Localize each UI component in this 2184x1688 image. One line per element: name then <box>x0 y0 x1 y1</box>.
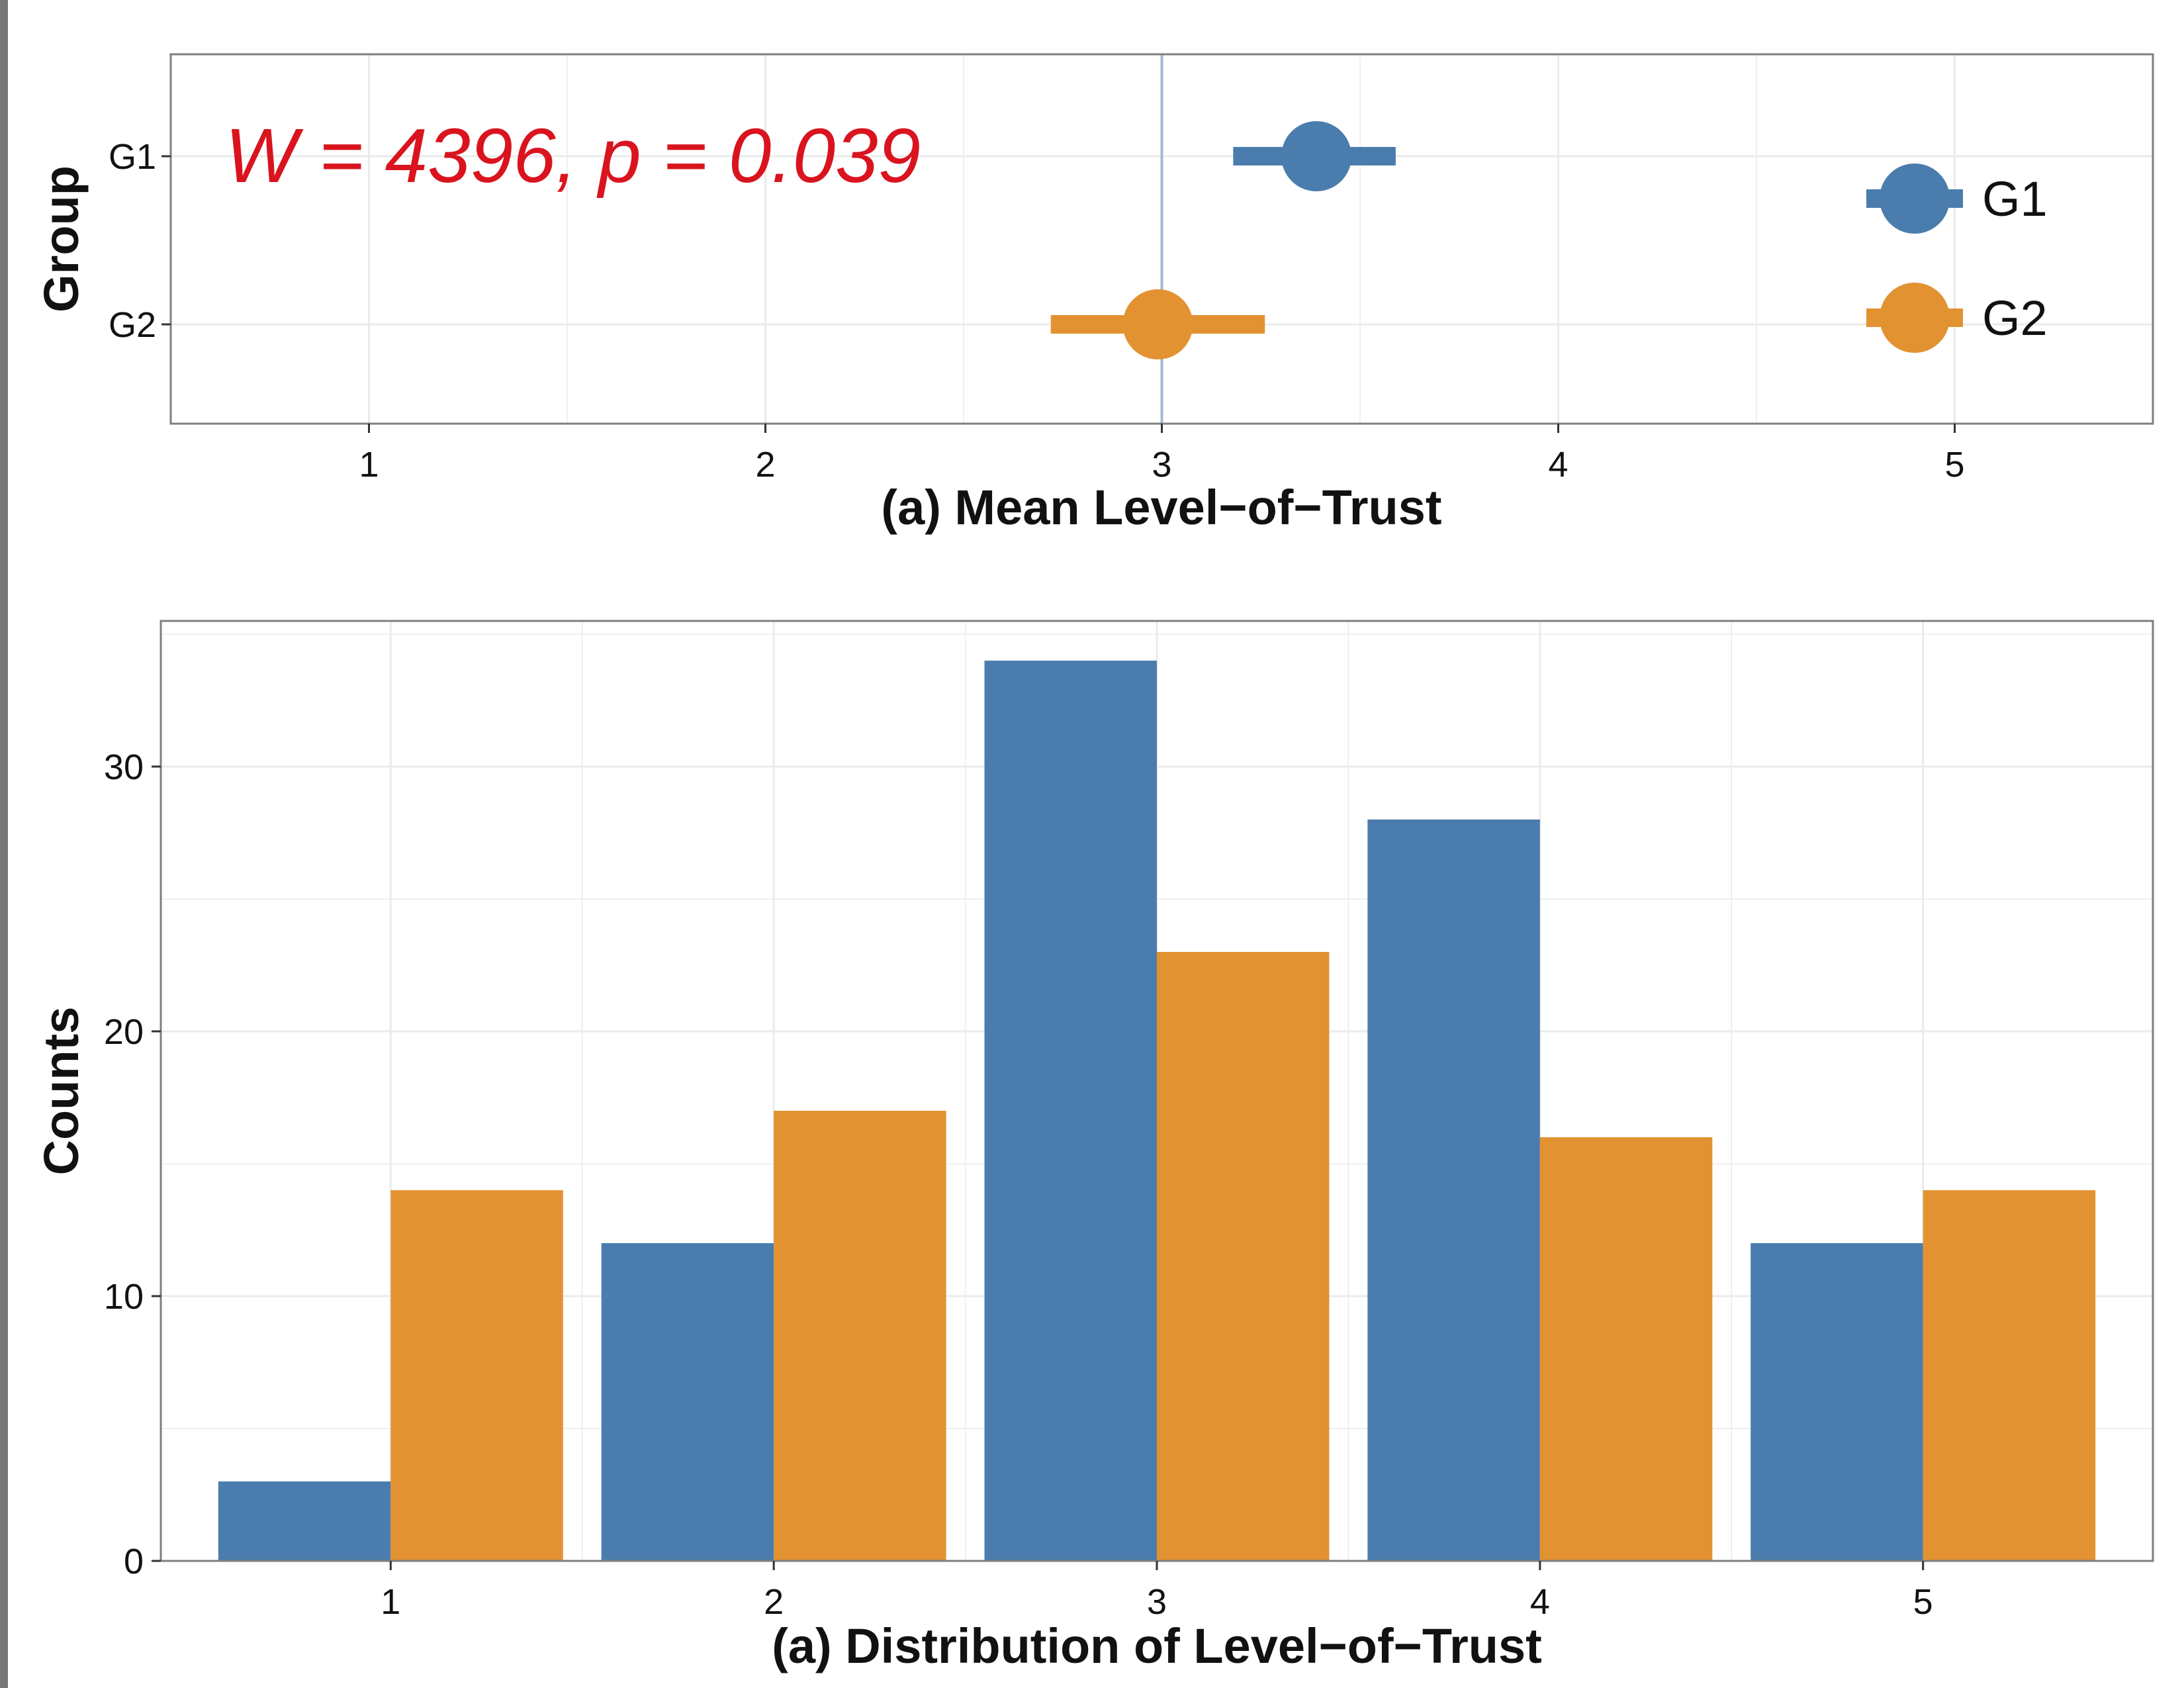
mean-x-axis-title: (a) Mean Level−of−Trust <box>881 480 1441 535</box>
x-tick-label: 2 <box>755 445 775 485</box>
x-tick-label: 1 <box>359 445 379 485</box>
mean-point-g1 <box>1281 121 1352 191</box>
mean-marks <box>1050 121 1396 359</box>
test-annotation: W = 4396, p = 0.039 <box>225 113 921 199</box>
legend-label-g2: G2 <box>1982 291 2048 346</box>
x-tick-label: 2 <box>764 1582 784 1622</box>
legend-key-point-g1 <box>1880 164 1950 234</box>
y-tick-label: G1 <box>109 137 156 177</box>
distribution-y-axis-title: Counts <box>34 1007 89 1176</box>
mean-y-axis-title: Group <box>34 165 89 312</box>
bar-g2-1 <box>390 1190 563 1561</box>
legend-key-point-g2 <box>1880 283 1950 353</box>
bar-g2-2 <box>774 1111 946 1561</box>
y-tick-label: G2 <box>109 305 156 345</box>
bar-g1-1 <box>218 1481 391 1561</box>
mean-x-axis: 1 2 3 4 5 <box>359 424 1965 485</box>
x-tick-label: 3 <box>1147 1582 1167 1622</box>
legend: G1 G2 <box>1866 164 2048 353</box>
distribution-bars <box>218 661 2096 1561</box>
mean-panel-grid <box>171 54 2153 424</box>
mean-point-g2 <box>1122 289 1193 359</box>
x-tick-label: 1 <box>381 1582 400 1622</box>
bar-g2-4 <box>1539 1137 1713 1561</box>
y-tick-label: 20 <box>104 1012 144 1052</box>
distribution-x-axis: 1 2 3 4 5 <box>381 1561 1933 1622</box>
bar-g1-5 <box>1751 1243 1923 1561</box>
x-tick-label: 4 <box>1530 1582 1550 1622</box>
bar-g1-4 <box>1367 820 1540 1561</box>
distribution-x-axis-title: (a) Distribution of Level−of−Trust <box>772 1618 1542 1673</box>
x-tick-label: 5 <box>1944 445 1964 485</box>
mean-y-axis: G1 G2 <box>109 137 171 345</box>
distribution-panel: 1 2 3 4 5 0 10 20 30 (a) Distribution of Level−… <box>34 620 2154 1673</box>
bar-g1-2 <box>601 1243 774 1561</box>
mean-panel: 1 2 3 4 5 G1 G2 W = 4396, p = 0.039 (a) Mean … <box>34 53 2154 535</box>
y-tick-label: 10 <box>104 1277 144 1317</box>
bar-g2-5 <box>1923 1190 2096 1561</box>
y-tick-label: 0 <box>124 1542 144 1581</box>
distribution-y-axis: 0 10 20 30 <box>104 747 161 1581</box>
bar-g1-3 <box>984 661 1157 1561</box>
legend-label-g1: G1 <box>1982 171 2048 226</box>
y-tick-label: 30 <box>104 747 144 787</box>
left-edge-strip <box>0 0 8 1688</box>
x-tick-label: 4 <box>1548 445 1568 485</box>
bar-g2-3 <box>1157 952 1330 1561</box>
x-tick-label: 3 <box>1152 445 1171 485</box>
x-tick-label: 5 <box>1913 1582 1933 1622</box>
